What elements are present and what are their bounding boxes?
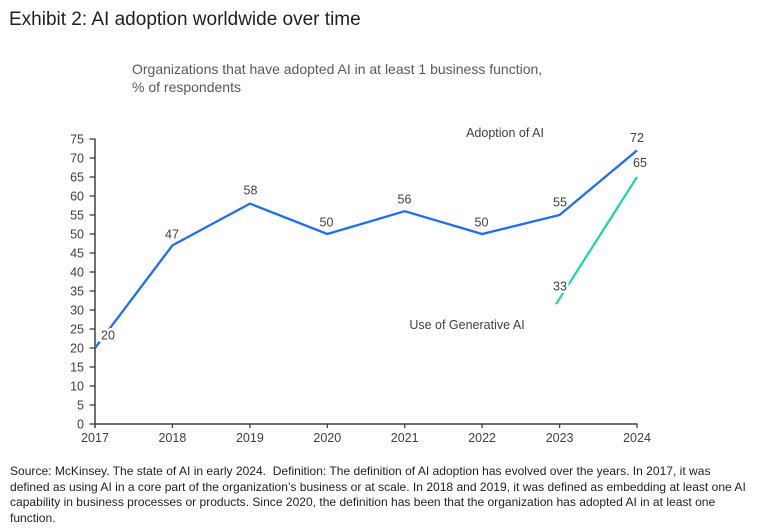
svg-text:20: 20 [70, 342, 84, 356]
svg-text:30: 30 [70, 304, 84, 318]
svg-text:55: 55 [70, 209, 84, 223]
svg-text:15: 15 [70, 361, 84, 375]
svg-text:75: 75 [70, 133, 84, 147]
svg-text:2022: 2022 [468, 431, 496, 445]
svg-text:5: 5 [77, 399, 84, 413]
svg-text:25: 25 [70, 323, 84, 337]
svg-text:50: 50 [475, 216, 489, 230]
svg-text:60: 60 [70, 190, 84, 204]
svg-text:58: 58 [244, 184, 258, 198]
svg-text:55: 55 [553, 196, 567, 210]
svg-text:56: 56 [398, 193, 412, 207]
svg-text:47: 47 [165, 228, 179, 242]
svg-text:Use of Generative AI: Use of Generative AI [409, 318, 524, 332]
svg-text:65: 65 [633, 156, 647, 170]
svg-text:20: 20 [101, 329, 115, 343]
svg-text:2018: 2018 [158, 431, 186, 445]
svg-text:2020: 2020 [313, 431, 341, 445]
svg-text:72: 72 [630, 131, 644, 145]
svg-text:2021: 2021 [391, 431, 419, 445]
svg-text:10: 10 [70, 380, 84, 394]
svg-text:2017: 2017 [81, 431, 109, 445]
svg-text:33: 33 [553, 280, 567, 294]
svg-text:70: 70 [70, 152, 84, 166]
svg-text:2023: 2023 [546, 431, 574, 445]
svg-text:0: 0 [77, 418, 84, 432]
svg-text:65: 65 [70, 171, 84, 185]
svg-text:45: 45 [70, 247, 84, 261]
svg-text:2024: 2024 [623, 431, 651, 445]
svg-text:40: 40 [70, 266, 84, 280]
svg-text:50: 50 [320, 216, 334, 230]
svg-text:Adoption of AI: Adoption of AI [466, 126, 544, 140]
svg-text:2019: 2019 [236, 431, 264, 445]
svg-text:50: 50 [70, 228, 84, 242]
svg-text:35: 35 [70, 285, 84, 299]
